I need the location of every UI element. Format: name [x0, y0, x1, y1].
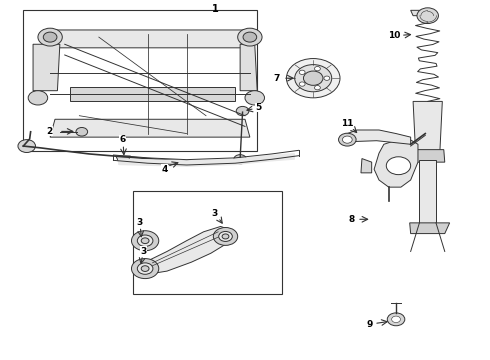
Polygon shape	[50, 30, 255, 48]
Circle shape	[299, 70, 305, 75]
Circle shape	[234, 155, 246, 164]
Text: 2: 2	[46, 127, 52, 136]
Circle shape	[303, 71, 323, 85]
Polygon shape	[138, 226, 233, 275]
Text: 3: 3	[136, 219, 143, 228]
Circle shape	[43, 32, 57, 42]
Circle shape	[243, 32, 257, 42]
Circle shape	[76, 127, 88, 136]
Polygon shape	[116, 156, 130, 161]
Text: 9: 9	[366, 320, 372, 329]
Circle shape	[219, 231, 232, 242]
Circle shape	[386, 157, 411, 175]
Circle shape	[222, 234, 229, 239]
Text: 1: 1	[212, 4, 219, 14]
Text: 10: 10	[388, 31, 400, 40]
Circle shape	[343, 136, 352, 143]
Circle shape	[131, 231, 159, 251]
Circle shape	[141, 266, 149, 271]
Polygon shape	[50, 119, 250, 137]
Circle shape	[387, 313, 405, 326]
Polygon shape	[410, 223, 450, 234]
Circle shape	[18, 140, 35, 153]
Circle shape	[339, 133, 356, 146]
Polygon shape	[343, 130, 411, 144]
Circle shape	[38, 28, 62, 46]
Circle shape	[236, 107, 249, 116]
Circle shape	[137, 235, 153, 247]
Polygon shape	[33, 44, 60, 91]
Circle shape	[315, 67, 320, 71]
Circle shape	[141, 238, 149, 244]
Text: 8: 8	[348, 215, 354, 224]
Polygon shape	[413, 102, 442, 152]
Bar	[133, 191, 282, 294]
Text: 5: 5	[255, 103, 262, 112]
Bar	[24, 10, 257, 152]
Text: 4: 4	[161, 165, 168, 174]
Text: 3: 3	[211, 210, 218, 219]
Circle shape	[28, 91, 48, 105]
Circle shape	[213, 228, 238, 246]
Text: 6: 6	[119, 135, 125, 144]
Circle shape	[417, 8, 439, 23]
Circle shape	[238, 28, 262, 46]
Circle shape	[294, 64, 332, 92]
Circle shape	[324, 76, 330, 80]
Circle shape	[299, 82, 305, 86]
Polygon shape	[374, 137, 418, 187]
Circle shape	[245, 91, 265, 105]
Polygon shape	[411, 150, 445, 162]
Circle shape	[392, 316, 400, 323]
Polygon shape	[70, 87, 235, 102]
Circle shape	[287, 59, 340, 98]
Text: 3: 3	[141, 247, 147, 256]
Polygon shape	[419, 160, 436, 223]
Polygon shape	[361, 158, 372, 173]
Circle shape	[315, 86, 320, 90]
Text: 11: 11	[341, 119, 354, 128]
Polygon shape	[411, 10, 430, 16]
Circle shape	[131, 258, 159, 279]
Text: 7: 7	[273, 74, 280, 83]
Polygon shape	[240, 44, 257, 91]
Circle shape	[137, 263, 153, 274]
